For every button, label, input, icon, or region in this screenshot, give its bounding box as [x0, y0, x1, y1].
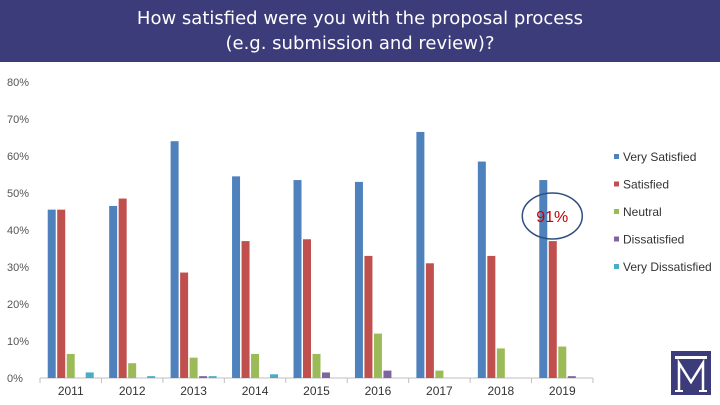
bar-neutral-2011	[66, 353, 75, 378]
y-tick-label: 40%	[7, 225, 29, 237]
bar-neutral-2017	[435, 370, 444, 378]
y-tick-label: 60%	[7, 151, 29, 163]
bar-satisfied-2014	[241, 241, 250, 378]
bar-neutral-2018	[496, 348, 505, 378]
bar-dissatisfied-2019	[567, 376, 576, 378]
y-tick-label: 50%	[7, 188, 29, 200]
bar-neutral-2014	[251, 353, 260, 378]
bar-dissatisfied-2016	[383, 370, 392, 378]
bar-very-satisfied-2018	[477, 161, 486, 378]
x-tick-label: 2017	[426, 384, 453, 398]
bar-very-satisfied-2011	[47, 209, 56, 378]
bar-satisfied-2018	[487, 255, 496, 378]
bar-very-satisfied-2013	[170, 141, 179, 378]
bar-very-dissatisfied-2012	[147, 376, 156, 378]
bar-satisfied-2016	[364, 255, 373, 378]
bar-very-satisfied-2017	[416, 131, 425, 378]
y-tick-label: 10%	[7, 336, 29, 348]
bar-very-satisfied-2015	[293, 180, 302, 378]
legend-swatch	[614, 236, 619, 242]
bar-neutral-2015	[312, 353, 321, 378]
legend-label: Very Dissatisfied	[623, 260, 712, 274]
bar-very-satisfied-2014	[232, 176, 241, 378]
y-tick-label: 80%	[7, 77, 29, 89]
bar-very-dissatisfied-2011	[85, 372, 94, 378]
chart-title: How satisfied were you with the proposal…	[0, 6, 720, 56]
x-tick-label: 2015	[303, 384, 330, 398]
bar-very-dissatisfied-2014	[270, 374, 279, 378]
x-tick-label: 2012	[119, 384, 146, 398]
bar-neutral-2019	[558, 346, 567, 378]
y-tick-label: 0%	[7, 373, 23, 385]
bar-neutral-2016	[373, 333, 382, 378]
bar-neutral-2013	[189, 357, 198, 378]
bar-satisfied-2019	[548, 241, 557, 378]
bar-satisfied-2012	[118, 198, 127, 378]
x-tick-label: 2013	[180, 384, 207, 398]
callout-label: 91%	[536, 209, 568, 226]
bar-very-satisfied-2012	[109, 205, 118, 378]
x-tick-label: 2018	[487, 384, 514, 398]
title-banner	[0, 0, 720, 62]
bar-satisfied-2011	[57, 209, 66, 378]
legend-label: Satisfied	[623, 178, 669, 192]
chart-title-line-1: How satisfied were you with the proposal…	[136, 8, 584, 29]
y-tick-label: 70%	[7, 114, 29, 126]
legend-label: Neutral	[623, 205, 662, 219]
callout-ellipse	[521, 192, 584, 240]
legend-label: Very Satisfied	[623, 150, 696, 164]
legend-swatch	[614, 209, 619, 214]
legend-label: Dissatisfied	[623, 233, 684, 247]
y-tick-label: 30%	[7, 262, 29, 274]
bar-dissatisfied-2013	[199, 376, 208, 378]
bar-satisfied-2017	[425, 263, 434, 378]
bar-very-dissatisfied-2013	[208, 376, 217, 378]
legend-swatch	[614, 154, 619, 159]
bar-very-satisfied-2019	[539, 180, 548, 378]
x-tick-label: 2019	[549, 384, 576, 398]
institution-m-logo-icon	[671, 351, 711, 395]
legend-swatch	[614, 181, 619, 187]
bar-dissatisfied-2015	[322, 372, 330, 378]
bar-neutral-2012	[128, 363, 137, 378]
y-tick-label: 20%	[7, 299, 29, 311]
x-tick-label: 2014	[242, 384, 269, 398]
x-tick-label: 2016	[365, 384, 392, 398]
chart-title-line-2: (e.g. submission and review)?	[225, 33, 495, 54]
x-tick-label: 2011	[58, 384, 84, 398]
bar-satisfied-2013	[180, 272, 189, 378]
bar-very-satisfied-2016	[354, 181, 363, 378]
legend-swatch	[614, 264, 619, 269]
bar-satisfied-2015	[303, 239, 311, 378]
